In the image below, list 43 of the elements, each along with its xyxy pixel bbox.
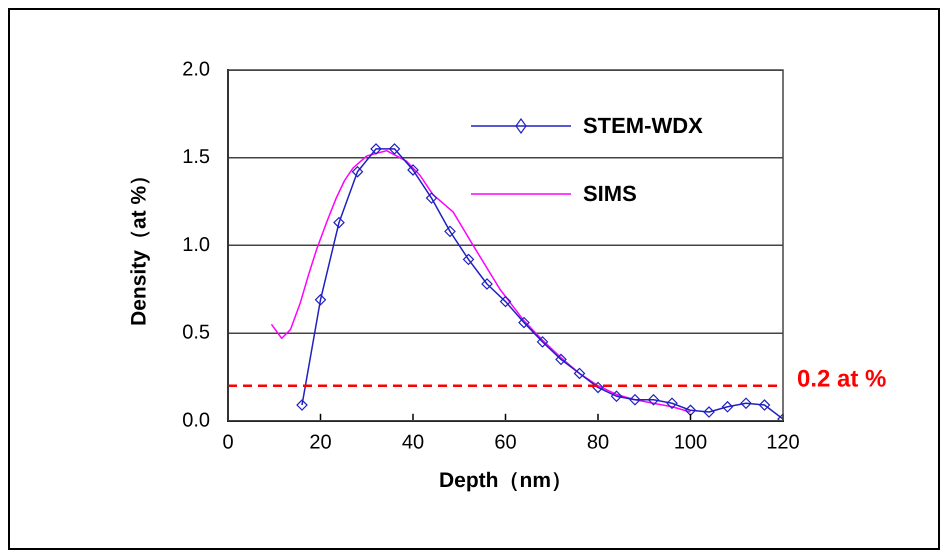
point	[758, 399, 770, 411]
point	[444, 226, 456, 237]
legend-label: STEM-WDX	[583, 113, 703, 139]
y-axis-title: Density（at %）	[127, 164, 150, 326]
x-tick-label: 100	[674, 431, 708, 454]
point	[610, 390, 622, 402]
point	[666, 398, 678, 409]
point	[462, 254, 474, 266]
point	[629, 394, 641, 406]
y-tick-label: 1.5	[182, 146, 210, 168]
x-tick-label: 0	[222, 431, 234, 454]
x-tick-label: 80	[586, 431, 610, 454]
x-tick-label: 20	[309, 431, 332, 454]
y-tick-label: 0.0	[182, 409, 210, 432]
point	[518, 316, 530, 328]
ref-line-label: 0.2 at %	[797, 365, 886, 392]
point	[370, 143, 382, 155]
y-tick-label: 2.0	[182, 58, 210, 81]
point	[555, 354, 567, 366]
x-axis-title: Depth（nm）	[439, 469, 572, 492]
point	[592, 382, 604, 394]
y-tick-label: 0.5	[182, 322, 210, 344]
point	[722, 401, 734, 412]
y-tick-label: 1.0	[182, 234, 210, 256]
point	[703, 406, 715, 418]
legend-label: SIMS	[583, 181, 637, 207]
point	[500, 296, 512, 308]
x-tick-label: 120	[766, 431, 800, 454]
point	[574, 368, 586, 380]
point	[740, 398, 752, 409]
point	[426, 192, 438, 204]
point	[648, 394, 660, 406]
x-tick-label: 60	[494, 431, 517, 454]
point	[296, 399, 308, 411]
point	[333, 217, 345, 228]
point	[388, 143, 400, 155]
point	[314, 294, 326, 306]
point	[407, 164, 419, 176]
point	[536, 336, 548, 348]
point	[684, 404, 696, 416]
x-tick-label: 40	[402, 431, 424, 454]
point	[352, 166, 364, 178]
point	[481, 278, 493, 290]
